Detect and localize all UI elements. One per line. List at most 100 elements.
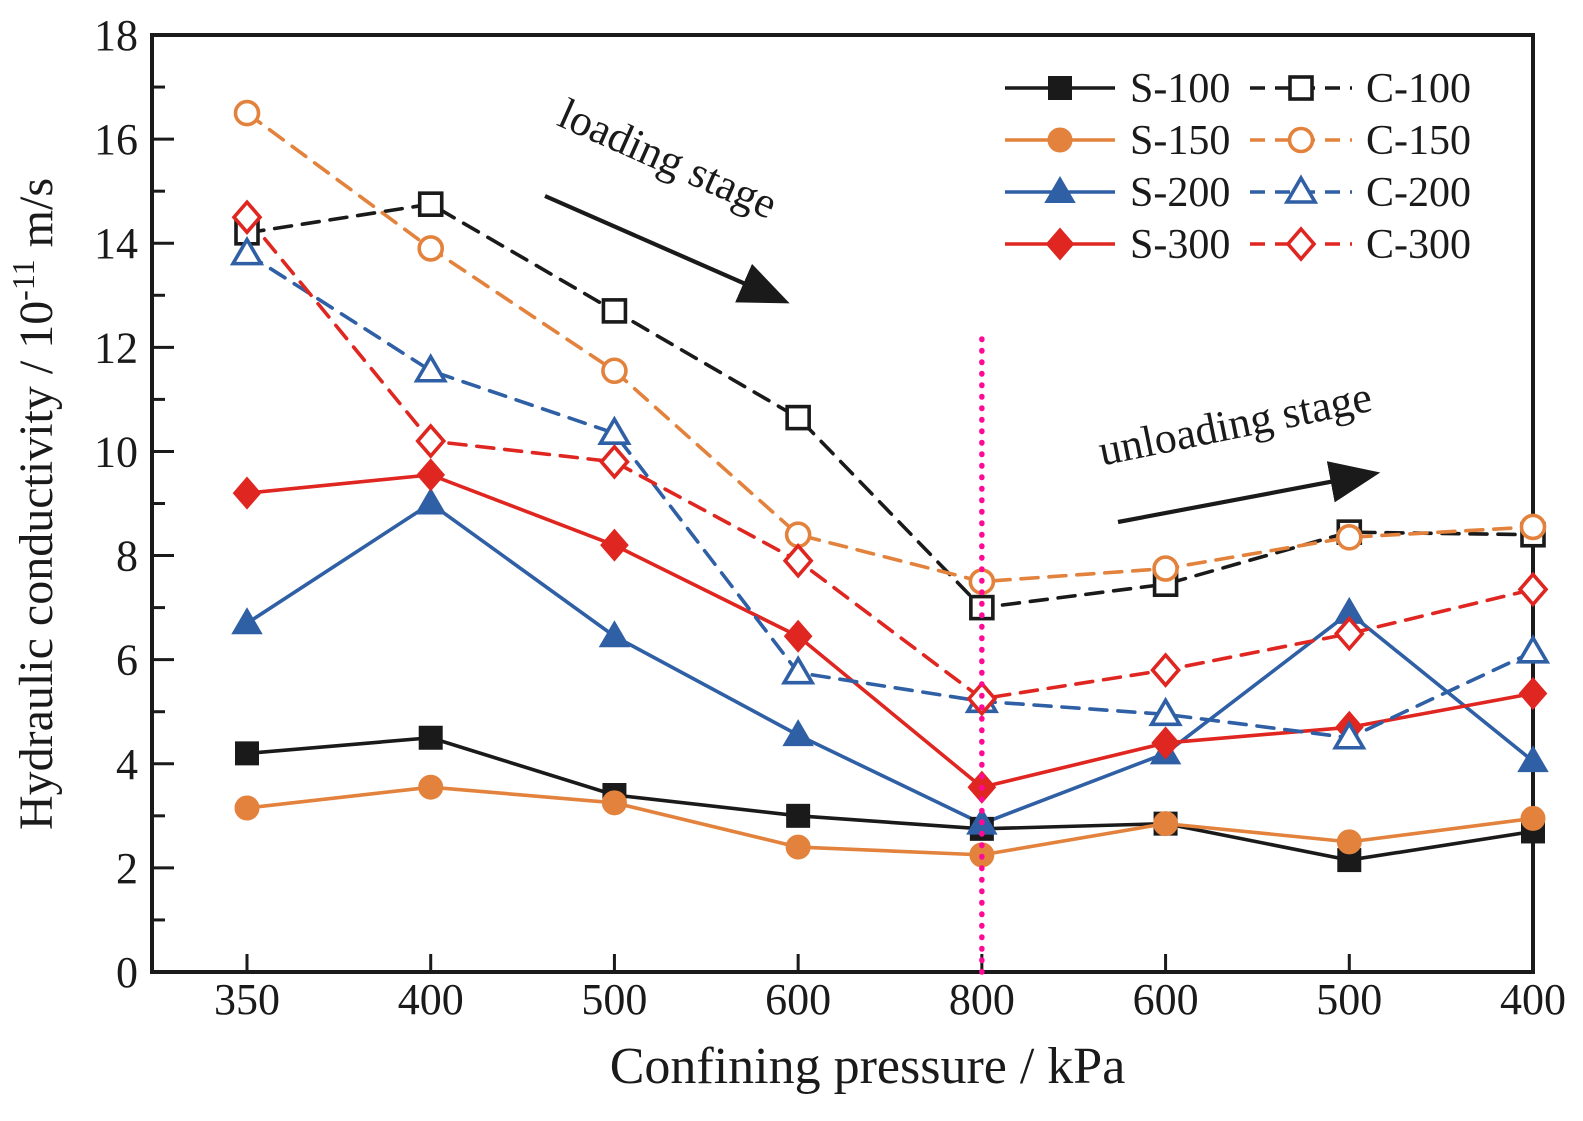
- marker-diamond-open: [1517, 571, 1549, 608]
- marker-diamond-open: [1285, 226, 1317, 262]
- legend-item-S-300: S-300: [1005, 222, 1230, 268]
- marker-triangle-open: [413, 353, 448, 383]
- legend-item-C-200: C-200: [1250, 170, 1471, 216]
- marker-circle-filled: [601, 790, 627, 816]
- series-line-S-200: [245, 501, 1535, 826]
- marker-triangle-open: [1332, 720, 1367, 750]
- marker-circle-open: [784, 521, 812, 549]
- marker-triangle-filled: [598, 620, 631, 648]
- x-tick-label: 600: [1133, 975, 1199, 1024]
- marker-triangle-filled: [414, 487, 447, 515]
- legend-label: S-300: [1130, 222, 1230, 268]
- marker-square-filled: [418, 725, 443, 750]
- marker-circle-filled: [1336, 829, 1362, 855]
- annotation-arrow: [544, 194, 790, 304]
- annotation-unloading-stage: unloading stage: [1094, 372, 1381, 525]
- marker-triangle-open: [597, 415, 632, 446]
- marker-triangle-open: [1148, 696, 1183, 727]
- marker-circle-open: [1519, 513, 1547, 541]
- y-tick-label: 18: [94, 11, 138, 60]
- marker-diamond-filled: [1045, 227, 1075, 261]
- marker-diamond-open: [599, 444, 630, 480]
- y-tick-label: 2: [116, 844, 138, 893]
- marker-triangle-open: [781, 655, 816, 685]
- legend-item-S-100: S-100: [1005, 66, 1230, 112]
- legend-item-C-150: C-150: [1250, 118, 1471, 164]
- marker-triangle-filled: [782, 719, 814, 747]
- plot-frame: [150, 33, 1535, 974]
- x-axis-title: Confining pressure / kPa: [610, 1038, 1126, 1095]
- marker-circle-open: [233, 99, 261, 127]
- annotation-arrow: [1117, 461, 1381, 525]
- legend-label: C-200: [1366, 170, 1471, 216]
- annotation-text: unloading stage: [1094, 372, 1376, 475]
- y-tick-label: 8: [116, 532, 138, 581]
- marker-diamond-open: [1150, 652, 1181, 688]
- marker-circle-open: [601, 357, 628, 385]
- x-tick-label: 800: [949, 975, 1015, 1024]
- legend-label: S-150: [1130, 118, 1230, 164]
- marker-diamond-filled: [232, 476, 262, 510]
- series-C-150: [233, 99, 1547, 595]
- marker-diamond-filled: [783, 619, 813, 653]
- marker-circle-open: [417, 235, 445, 262]
- legend-label: C-150: [1366, 118, 1471, 164]
- x-axis: 350 400 500 600 800 600 500 400 Confining pressu…: [214, 954, 1566, 1095]
- y-tick-label: 12: [94, 323, 138, 372]
- marker-triangle-filled: [231, 607, 263, 635]
- y-axis: 0 2 4 6 8 10 12 14 16 18 Hydraulic conductivity / …: [5, 11, 174, 997]
- marker-triangle-open: [1283, 174, 1319, 204]
- series-S-150: [234, 774, 1546, 868]
- marker-square-open: [601, 298, 628, 324]
- series-C-300: [231, 199, 1549, 717]
- marker-square-filled: [235, 741, 259, 766]
- y-tick-label: 14: [94, 219, 138, 268]
- marker-circle-open: [1287, 126, 1315, 154]
- marker-diamond-open: [231, 199, 263, 235]
- series-S-300: [232, 458, 1548, 804]
- marker-square-open: [1288, 75, 1314, 101]
- series-line-S-100: [245, 735, 1535, 862]
- marker-diamond-open: [1333, 615, 1365, 652]
- x-tick-label: 600: [765, 975, 831, 1024]
- series-line-C-150: [245, 111, 1535, 584]
- legend-item-S-200: S-200: [1005, 170, 1230, 216]
- legend-label: S-100: [1130, 66, 1230, 112]
- series-line-S-300: [245, 473, 1535, 790]
- marker-triangle-open: [229, 236, 265, 266]
- legend-label: S-200: [1130, 170, 1230, 216]
- marker-diamond-filled: [1518, 676, 1548, 711]
- annotation-loading-stage: loading stage: [544, 89, 790, 304]
- marker-circle-open: [1152, 555, 1179, 582]
- y-tick-label: 4: [116, 740, 138, 789]
- y-axis-title: Hydraulic conductivity / 10-11 m/s: [5, 178, 63, 830]
- x-tick-label: 400: [1500, 975, 1566, 1024]
- series-lines: [245, 111, 1535, 862]
- marker-circle-filled: [1047, 127, 1073, 153]
- marker-circle-filled: [785, 834, 811, 860]
- legend-item-C-300: C-300: [1250, 222, 1471, 268]
- x-tick-label: 400: [398, 975, 464, 1024]
- series-markers: [229, 99, 1551, 873]
- y-tick-label: 16: [94, 115, 138, 164]
- legend-label: C-300: [1366, 222, 1471, 268]
- marker-square-open: [417, 191, 444, 217]
- marker-circle-filled: [1153, 811, 1179, 837]
- marker-square-filled: [786, 803, 811, 828]
- x-tick-label: 350: [214, 975, 280, 1024]
- series-line-C-300: [245, 215, 1535, 701]
- series-line-C-200: [245, 251, 1535, 740]
- y-tick-label: 0: [116, 948, 138, 997]
- legend-item-S-150: S-150: [1005, 118, 1230, 164]
- marker-diamond-open: [782, 543, 814, 579]
- x-tick-label: 500: [581, 975, 647, 1024]
- marker-diamond-filled: [600, 528, 629, 562]
- marker-square-filled: [1048, 76, 1072, 100]
- marker-triangle-filled: [1517, 745, 1549, 773]
- legend-label: C-100: [1366, 66, 1471, 112]
- marker-triangle-open: [1515, 634, 1551, 664]
- y-tick-label: 6: [116, 636, 138, 685]
- marker-circle-filled: [234, 795, 260, 821]
- marker-square-open: [969, 594, 995, 621]
